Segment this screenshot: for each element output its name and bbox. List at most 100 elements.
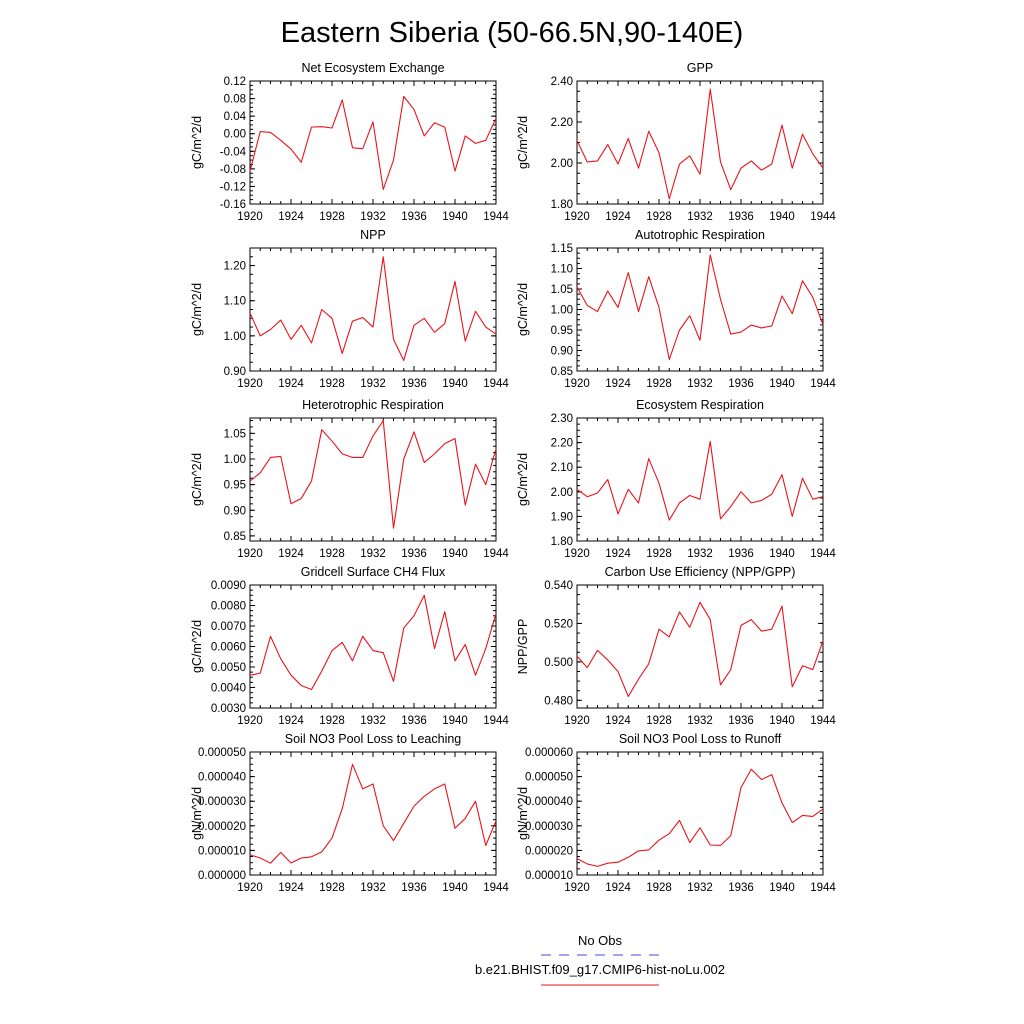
- panel-6: Gridcell Surface CH4 Flux gC/m^2/d 1920 192…: [190, 565, 509, 727]
- y-tick-label: 0.0090: [211, 580, 246, 592]
- y-tick-label: 0.000050: [525, 772, 573, 784]
- x-tick-label: 1940: [769, 378, 795, 390]
- x-tick-label: 1936: [401, 715, 427, 727]
- x-tick-label: 1924: [278, 882, 304, 894]
- x-tick-label: 1928: [646, 548, 672, 560]
- plot-frame: [576, 751, 824, 876]
- panel-title: NPP: [360, 228, 386, 242]
- x-tick-label: 1920: [564, 548, 590, 560]
- x-tick-label: 1920: [237, 715, 263, 727]
- y-tick-label: 0.0080: [211, 601, 246, 613]
- x-tick-label: 1924: [278, 211, 304, 223]
- y-tick-label: 0.000040: [525, 796, 573, 808]
- y-axis-label: gN/m^2/d: [190, 787, 204, 840]
- y-tick-label: 0.0030: [211, 703, 246, 715]
- x-tick-label: 1932: [360, 211, 386, 223]
- x-tick-label: 1928: [319, 715, 345, 727]
- x-tick-label: 1932: [687, 715, 713, 727]
- x-tick-label: 1936: [728, 211, 754, 223]
- y-tick-label: 1.20: [224, 261, 246, 273]
- y-tick-label: 0.12: [224, 76, 246, 88]
- x-tick-label: 1928: [646, 378, 672, 390]
- panel-title: Carbon Use Efficiency (NPP/GPP): [605, 565, 796, 579]
- x-tick-label: 1944: [483, 211, 509, 223]
- y-tick-label: 1.00: [224, 331, 246, 343]
- panel-title: Net Ecosystem Exchange: [301, 61, 444, 75]
- x-tick-label: 1936: [728, 378, 754, 390]
- y-tick-label: 0.520: [544, 618, 573, 630]
- x-tick-label: 1932: [687, 548, 713, 560]
- x-tick-label: 1920: [564, 378, 590, 390]
- y-tick-label: 2.20: [551, 117, 573, 129]
- x-tick-label: 1936: [728, 548, 754, 560]
- legend-obs-label: No Obs: [578, 933, 623, 948]
- y-tick-label: 0.000020: [198, 821, 246, 833]
- x-tick-label: 1924: [605, 548, 631, 560]
- x-tick-label: 1924: [278, 715, 304, 727]
- y-tick-label: 1.80: [551, 536, 573, 548]
- panel-title: GPP: [687, 61, 713, 75]
- x-tick-label: 1928: [319, 882, 345, 894]
- legend: No Obs b.e21.BHIST.f09_g17.CMIP6-hist-no…: [475, 933, 725, 986]
- x-tick-label: 1940: [442, 882, 468, 894]
- x-tick-label: 1932: [360, 548, 386, 560]
- series-line: [576, 601, 824, 698]
- y-tick-label: 0.90: [551, 346, 573, 358]
- y-axis-label: gC/m^2/d: [516, 283, 530, 336]
- panel-title: Heterotrophic Respiration: [302, 398, 444, 412]
- y-tick-label: 1.10: [551, 264, 573, 276]
- panel-4: Heterotrophic Respiration gC/m^2/d 1920 192…: [190, 398, 509, 560]
- y-tick-label: 0.0050: [211, 662, 246, 674]
- y-tick-label: 0.000050: [198, 747, 246, 759]
- panel-0: Net Ecosystem Exchange gC/m^2/d 1920 1924 19…: [190, 61, 509, 223]
- y-axis-label: NPP/GPP: [516, 619, 530, 675]
- series-line: [576, 440, 824, 521]
- y-tick-label: 1.00: [551, 305, 573, 317]
- y-tick-label: 1.05: [551, 284, 573, 296]
- x-tick-label: 1932: [360, 882, 386, 894]
- x-tick-label: 1944: [810, 882, 836, 894]
- x-tick-label: 1932: [360, 715, 386, 727]
- x-tick-label: 1940: [442, 548, 468, 560]
- figure-title: Eastern Siberia (50-66.5N,90-140E): [281, 17, 744, 49]
- y-axis-label: gN/m^2/d: [516, 787, 530, 840]
- y-tick-label: 2.40: [551, 76, 573, 88]
- x-tick-label: 1936: [401, 882, 427, 894]
- x-tick-label: 1928: [646, 882, 672, 894]
- x-tick-label: 1920: [237, 882, 263, 894]
- y-tick-label: 2.00: [551, 487, 573, 499]
- panel-5: Ecosystem Respiration gC/m^2/d 1920 1924 192…: [516, 398, 836, 560]
- y-tick-label: 0.480: [544, 695, 573, 707]
- series-line: [249, 256, 497, 362]
- y-tick-label: -0.16: [220, 199, 246, 211]
- plot-frame: [249, 584, 497, 709]
- y-tick-label: 0.95: [224, 480, 246, 492]
- y-tick-label: 1.80: [551, 199, 573, 211]
- panels: Net Ecosystem Exchange gC/m^2/d 1920 1924 19…: [190, 61, 836, 894]
- y-tick-label: -0.08: [220, 164, 246, 176]
- y-tick-label: 0.0070: [211, 621, 246, 633]
- y-axis-label: gC/m^2/d: [516, 116, 530, 169]
- x-tick-label: 1944: [483, 715, 509, 727]
- x-tick-label: 1924: [605, 211, 631, 223]
- y-axis-label: gC/m^2/d: [190, 620, 204, 673]
- y-tick-label: 0.95: [551, 325, 573, 337]
- series-line: [249, 420, 497, 529]
- x-tick-label: 1940: [442, 715, 468, 727]
- y-tick-label: 0.04: [224, 111, 247, 123]
- y-tick-label: 0.000010: [198, 845, 246, 857]
- x-tick-label: 1944: [483, 548, 509, 560]
- panel-1: GPP gC/m^2/d 1920 1924 1928 1932 1936 1940 1944 1…: [516, 61, 836, 223]
- y-tick-label: 1.90: [551, 511, 573, 523]
- x-tick-label: 1928: [319, 378, 345, 390]
- x-tick-label: 1940: [442, 378, 468, 390]
- panel-title: Autotrophic Respiration: [635, 228, 765, 242]
- x-tick-label: 1924: [605, 715, 631, 727]
- panel-7: Carbon Use Efficiency (NPP/GPP) NPP/GPP 19…: [516, 565, 836, 727]
- x-tick-label: 1920: [564, 882, 590, 894]
- y-tick-label: 0.000020: [525, 845, 573, 857]
- series-line: [249, 95, 497, 191]
- x-tick-label: 1920: [237, 378, 263, 390]
- panel-9: Soil NO3 Pool Loss to Runoff gN/m^2/d 1920…: [516, 732, 836, 894]
